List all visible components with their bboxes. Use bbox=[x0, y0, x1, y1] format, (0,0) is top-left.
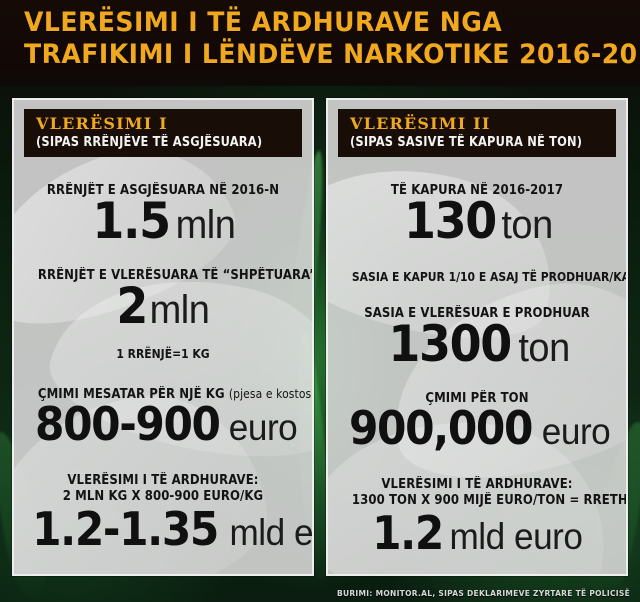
stat-number: 1.2 bbox=[371, 506, 444, 561]
stat-unit: mld euro bbox=[449, 516, 582, 558]
total-label-line1: VLERËSIMI I TË ARDHURAVE: bbox=[67, 472, 259, 488]
panel-title: VLERËSIMI I bbox=[36, 114, 168, 133]
stat-number: 900,000 bbox=[349, 400, 533, 455]
stat-saved-roots: RRËNJËT E VLERËSUARA TË “SHPËTUARA” 2mln bbox=[24, 268, 314, 336]
source-credit: BURIMI: MONITOR.AL, SIPAS DEKLARIMEVE ZY… bbox=[336, 589, 630, 598]
price-label-thin: (pjesa e kostos në Shqipëri): bbox=[228, 387, 312, 402]
stat-number: 800-900 bbox=[34, 396, 221, 451]
stat-estimated-production: SASIA E VLERËSUAR E PRODHUAR 1300 ton bbox=[338, 306, 616, 369]
stat-value: 900,000 euro bbox=[338, 400, 616, 455]
title-line-2: TRAFIKIMI I LËNDËVE NARKOTIKE 2016-2017 bbox=[24, 38, 640, 70]
stat-number: 1.5 bbox=[92, 192, 172, 251]
panel-title: VLERËSIMI II bbox=[350, 114, 491, 133]
stat-value: 1300 ton bbox=[338, 315, 616, 374]
stat-value: 1.5 mln bbox=[24, 192, 302, 251]
total-label-line2: 2 MLN KG X 800-900 EURO/KG bbox=[62, 488, 264, 504]
stat-number: 1.2-1.35 bbox=[32, 502, 219, 557]
stat-value: 1.2 mld euro bbox=[338, 506, 616, 561]
stat-unit: euro bbox=[542, 410, 611, 452]
stat-value: 2mln bbox=[24, 277, 302, 336]
stat-value: 130 ton bbox=[338, 192, 616, 251]
stat-price-per-kg: ÇMIMI MESATAR PËR NJË KG (pjesa e kostos… bbox=[24, 387, 312, 451]
stat-number: 1300 bbox=[388, 315, 513, 374]
stat-label: ÇMIMI PËR TON bbox=[352, 391, 602, 407]
panel-vleresimi-ii: VLERËSIMI II (SIPAS SASIVE TË KAPURA NË … bbox=[326, 98, 628, 576]
stat-label: ÇMIMI MESATAR PËR NJË KG (pjesa e kostos… bbox=[37, 387, 312, 403]
stat-unit: mln bbox=[149, 288, 210, 333]
stat-price-per-ton: ÇMIMI PËR TON 900,000 euro bbox=[338, 391, 616, 450]
stat-total-revenue: VLERËSIMI I TË ARDHURAVE: 2 MLN KG X 800… bbox=[24, 472, 312, 557]
note-root-equals-kg: 1 RRËNJË=1 KG bbox=[116, 347, 210, 362]
title-band: VLERËSIMI I TË ARDHURAVE NGA TRAFIKIMI I… bbox=[0, 0, 640, 86]
stat-unit: mln bbox=[175, 203, 235, 248]
panel-header-vleresimi-ii: VLERËSIMI II (SIPAS SASIVE TË KAPURA NË … bbox=[338, 109, 616, 157]
panel-subtitle: (SIPAS RRËNJËVE TË ASGJËSUARA) bbox=[36, 134, 263, 150]
stat-number: 2 bbox=[116, 277, 148, 336]
price-label-main: ÇMIMI PËR TON bbox=[425, 391, 529, 407]
total-label-line1: VLERËSIMI I TË ARDHURAVE: bbox=[381, 476, 573, 492]
stat-unit: euro bbox=[229, 406, 298, 448]
stat-destroyed-roots: RRËNJËT E ASGJËSUARA NË 2016-N 1.5 mln bbox=[24, 183, 302, 246]
note-seizure-ratio: SASIA E KAPUR 1/10 E ASAJ TË PRODHUAR/KA… bbox=[351, 270, 628, 285]
stat-label: SASIA E VLERËSUAR E PRODHUAR bbox=[364, 306, 590, 322]
panel-subtitle: (SIPAS SASIVE TË KAPURA NË TON) bbox=[350, 134, 583, 150]
stat-label: RRËNJËT E ASGJËSUARA NË 2016-N bbox=[46, 182, 280, 198]
stat-total-revenue: VLERËSIMI I TË ARDHURAVE: 1300 TON X 900… bbox=[338, 476, 628, 561]
stat-label: RRËNJËT E VLERËSUARA TË “SHPËTUARA” bbox=[37, 268, 314, 284]
stat-unit: mld euro bbox=[229, 512, 314, 554]
stat-value: 800-900 euro bbox=[24, 396, 302, 451]
total-label-line2: 1300 TON X 900 MIJË EURO/TON = RRETH bbox=[351, 492, 628, 508]
stat-seized: TË KAPURA NË 2016-2017 130 ton bbox=[338, 183, 616, 246]
title-line-1: VLERËSIMI I TË ARDHURAVE NGA bbox=[24, 7, 503, 38]
stat-number: 130 bbox=[403, 192, 497, 251]
panel-vleresimi-i: VLERËSIMI I (SIPAS RRËNJËVE TË ASGJËSUAR… bbox=[12, 98, 314, 576]
stat-unit: ton bbox=[517, 326, 570, 371]
stat-label: TË KAPURA NË 2016-2017 bbox=[390, 182, 564, 198]
price-label-main: ÇMIMI MESATAR PËR NJË KG bbox=[37, 387, 225, 403]
stat-unit: ton bbox=[501, 203, 553, 248]
panel-header-vleresimi-i: VLERËSIMI I (SIPAS RRËNJËVE TË ASGJËSUAR… bbox=[24, 109, 302, 157]
